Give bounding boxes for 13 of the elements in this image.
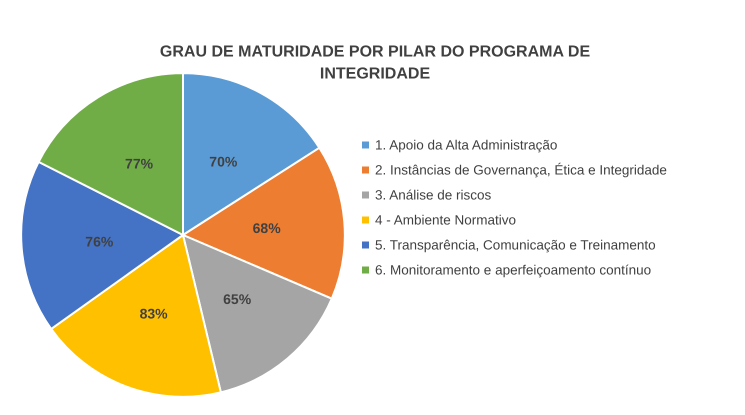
data-label: 76% bbox=[85, 233, 114, 250]
data-label: 70% bbox=[209, 153, 238, 170]
legend-label: 6. Monitoramento e aperfeiçoamento contínuo bbox=[375, 262, 652, 278]
legend-label: 2. Instâncias de Governança, Ética e Integridade bbox=[375, 162, 667, 178]
legend-label: 4 - Ambiente Normativo bbox=[375, 212, 516, 228]
data-label: 68% bbox=[252, 220, 282, 236]
data-label: 77% bbox=[125, 155, 154, 172]
data-label: 83% bbox=[140, 306, 168, 322]
legend-label: 3. Análise de riscos bbox=[375, 188, 492, 202]
data-label: 65% bbox=[223, 291, 252, 308]
chart-title: GRAU DE MATURIDADE POR PILAR DO PROGRAMA DE INTEGRIDADE bbox=[160, 44, 590, 82]
legend-label: 5. Transparência, Comunicação e Treinamento bbox=[375, 238, 656, 252]
legend-label: 1. Apoio da Alta Administração bbox=[375, 138, 558, 152]
